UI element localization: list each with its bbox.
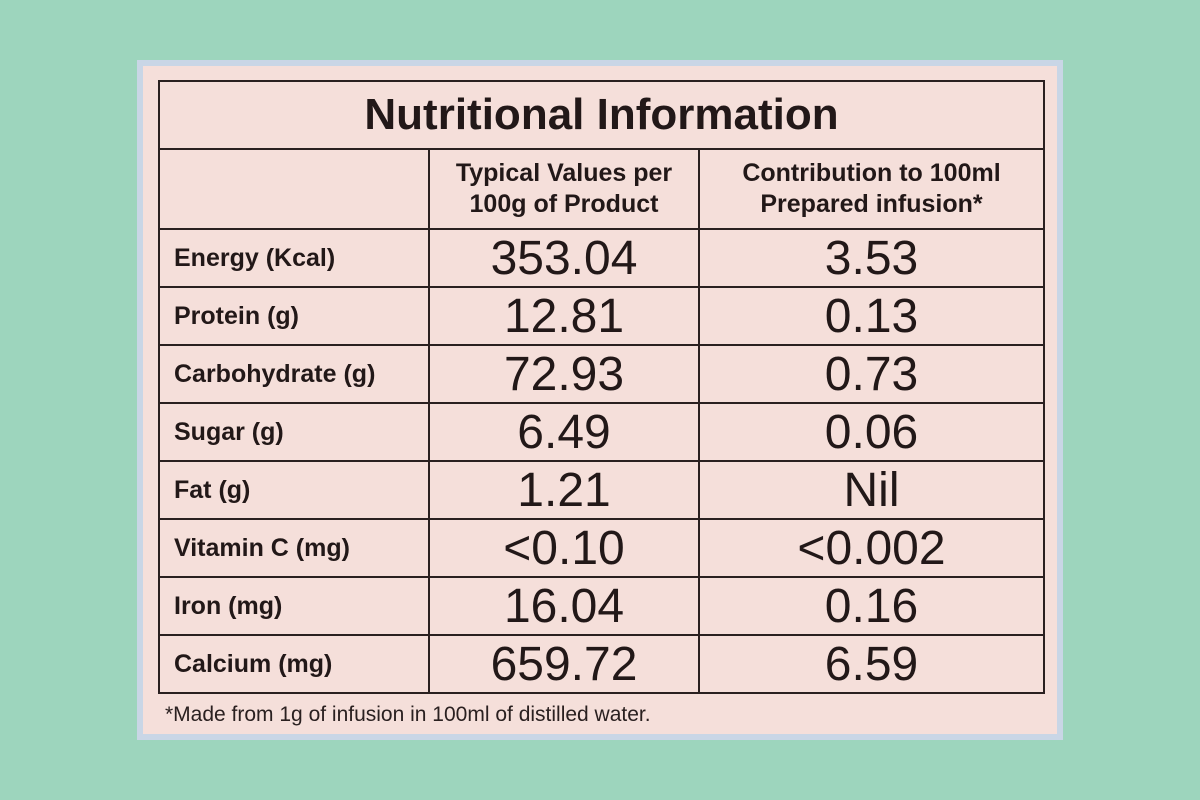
nutrient-value: <0.002: [698, 518, 1045, 578]
header-cell: Typical Values per 100g of Product: [428, 148, 700, 230]
nutrient-value: 0.13: [698, 286, 1045, 346]
nutrition-table: Nutritional Information Typical Values p…: [158, 80, 1045, 694]
nutrient-value: 72.93: [428, 344, 700, 404]
nutrient-row: Protein (g) 12.81 0.13: [158, 286, 1045, 346]
header-cell: Contribution to 100ml Prepared infusion*: [698, 148, 1045, 230]
nutrient-value: <0.10: [428, 518, 700, 578]
nutrient-name: Carbohydrate (g): [158, 344, 430, 404]
nutrient-name: Calcium (mg): [158, 634, 430, 694]
nutrient-value: 12.81: [428, 286, 700, 346]
nutrient-value: 16.04: [428, 576, 700, 636]
header-line: 100g of Product: [469, 190, 659, 218]
nutrient-value: 0.06: [698, 402, 1045, 462]
nutrient-row: Carbohydrate (g) 72.93 0.73: [158, 344, 1045, 404]
nutrient-name: Protein (g): [158, 286, 430, 346]
nutrient-name: Iron (mg): [158, 576, 430, 636]
nutrient-value: 0.73: [698, 344, 1045, 404]
nutrient-name: Vitamin C (mg): [158, 518, 430, 578]
nutrient-name: Fat (g): [158, 460, 430, 520]
nutrient-row: Iron (mg) 16.04 0.16: [158, 576, 1045, 636]
nutrient-row: Energy (Kcal) 353.04 3.53: [158, 228, 1045, 288]
header-blank: [158, 148, 430, 230]
nutrient-value: Nil: [698, 460, 1045, 520]
header-line: Typical Values per: [455, 159, 673, 187]
table-title: Nutritional Information: [158, 80, 1045, 150]
nutrient-row: Fat (g) 1.21 Nil: [158, 460, 1045, 520]
footnote: *Made from 1g of infusion in 100ml of di…: [165, 703, 651, 726]
nutrient-value: 6.49: [428, 402, 700, 462]
nutrient-row: Vitamin C (mg) <0.10 <0.002: [158, 518, 1045, 578]
nutrient-value: 3.53: [698, 228, 1045, 288]
title-row: Nutritional Information: [158, 80, 1045, 150]
nutrient-value: 353.04: [428, 228, 700, 288]
nutrient-value: 6.59: [698, 634, 1045, 694]
nutrient-row: Sugar (g) 6.49 0.06: [158, 402, 1045, 462]
header-row: Typical Values per 100g of Product Contri…: [158, 148, 1045, 230]
nutrient-row: Calcium (mg) 659.72 6.59: [158, 634, 1045, 694]
nutrient-name: Sugar (g): [158, 402, 430, 462]
nutrient-name: Energy (Kcal): [158, 228, 430, 288]
nutrient-value: 659.72: [428, 634, 700, 694]
nutrient-value: 1.21: [428, 460, 700, 520]
label-panel: Nutritional Information Typical Values p…: [137, 60, 1063, 740]
header-line: Contribution to 100ml: [742, 159, 1001, 187]
header-line: Prepared infusion*: [760, 190, 983, 218]
nutrient-value: 0.16: [698, 576, 1045, 636]
